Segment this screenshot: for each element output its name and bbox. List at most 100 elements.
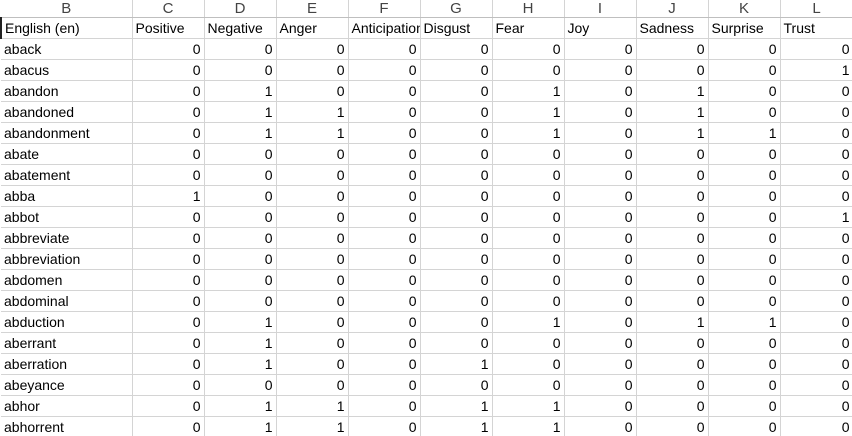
header-cell[interactable]: Disgust (420, 17, 493, 39)
value-cell[interactable]: 0 (636, 38, 709, 60)
header-cell[interactable]: Anger (276, 17, 349, 39)
value-cell[interactable]: 0 (492, 290, 565, 312)
value-cell[interactable]: 0 (204, 59, 277, 81)
value-cell[interactable]: 1 (636, 311, 709, 333)
value-cell[interactable]: 0 (708, 185, 781, 207)
value-cell[interactable]: 0 (636, 143, 709, 165)
value-cell[interactable]: 0 (348, 416, 421, 436)
value-cell[interactable]: 0 (420, 143, 493, 165)
value-cell[interactable]: 0 (636, 353, 709, 375)
value-cell[interactable]: 0 (636, 185, 709, 207)
column-header-e[interactable]: E (276, 0, 349, 18)
value-cell[interactable]: 0 (420, 227, 493, 249)
value-cell[interactable]: 0 (780, 227, 852, 249)
header-cell[interactable]: Sadness (636, 17, 709, 39)
value-cell[interactable]: 0 (132, 311, 205, 333)
value-cell[interactable]: 0 (780, 395, 852, 417)
value-cell[interactable]: 0 (276, 164, 349, 186)
header-cell[interactable]: Trust (780, 17, 852, 39)
value-cell[interactable]: 0 (420, 164, 493, 186)
value-cell[interactable]: 0 (636, 290, 709, 312)
value-cell[interactable]: 1 (492, 416, 565, 436)
word-cell[interactable]: abbot (1, 206, 133, 228)
value-cell[interactable]: 0 (708, 206, 781, 228)
value-cell[interactable]: 0 (780, 122, 852, 144)
value-cell[interactable]: 0 (708, 80, 781, 102)
value-cell[interactable]: 0 (492, 248, 565, 270)
value-cell[interactable]: 0 (132, 290, 205, 312)
value-cell[interactable]: 0 (780, 374, 852, 396)
value-cell[interactable]: 0 (132, 206, 205, 228)
value-cell[interactable]: 0 (276, 311, 349, 333)
word-cell[interactable]: abatement (1, 164, 133, 186)
value-cell[interactable]: 0 (420, 59, 493, 81)
value-cell[interactable]: 0 (132, 122, 205, 144)
value-cell[interactable]: 1 (204, 416, 277, 436)
value-cell[interactable]: 1 (708, 311, 781, 333)
value-cell[interactable]: 0 (276, 248, 349, 270)
value-cell[interactable]: 0 (636, 395, 709, 417)
value-cell[interactable]: 0 (204, 248, 277, 270)
value-cell[interactable]: 0 (780, 185, 852, 207)
value-cell[interactable]: 0 (780, 248, 852, 270)
value-cell[interactable]: 0 (420, 80, 493, 102)
value-cell[interactable]: 0 (132, 164, 205, 186)
value-cell[interactable]: 0 (132, 395, 205, 417)
word-cell[interactable]: aback (1, 38, 133, 60)
value-cell[interactable]: 0 (348, 374, 421, 396)
value-cell[interactable]: 0 (276, 206, 349, 228)
value-cell[interactable]: 0 (636, 269, 709, 291)
value-cell[interactable]: 0 (348, 80, 421, 102)
value-cell[interactable]: 0 (492, 353, 565, 375)
value-cell[interactable]: 0 (708, 353, 781, 375)
value-cell[interactable]: 1 (204, 311, 277, 333)
value-cell[interactable]: 1 (492, 395, 565, 417)
value-cell[interactable]: 0 (636, 332, 709, 354)
value-cell[interactable]: 0 (780, 269, 852, 291)
value-cell[interactable]: 0 (276, 332, 349, 354)
word-cell[interactable]: abbreviate (1, 227, 133, 249)
word-cell[interactable]: abandon (1, 80, 133, 102)
value-cell[interactable]: 0 (348, 332, 421, 354)
value-cell[interactable]: 0 (636, 206, 709, 228)
value-cell[interactable]: 0 (132, 248, 205, 270)
value-cell[interactable]: 1 (708, 122, 781, 144)
value-cell[interactable]: 0 (276, 290, 349, 312)
value-cell[interactable]: 1 (204, 101, 277, 123)
value-cell[interactable]: 0 (348, 206, 421, 228)
header-cell[interactable]: Joy (564, 17, 637, 39)
value-cell[interactable]: 1 (420, 395, 493, 417)
value-cell[interactable]: 0 (348, 122, 421, 144)
column-header-d[interactable]: D (204, 0, 277, 18)
word-cell[interactable]: abbreviation (1, 248, 133, 270)
value-cell[interactable]: 0 (564, 122, 637, 144)
value-cell[interactable]: 0 (708, 101, 781, 123)
value-cell[interactable]: 0 (780, 101, 852, 123)
value-cell[interactable]: 0 (564, 248, 637, 270)
column-header-j[interactable]: J (636, 0, 709, 18)
value-cell[interactable]: 1 (492, 101, 565, 123)
word-cell[interactable]: aberrant (1, 332, 133, 354)
column-header-g[interactable]: G (420, 0, 493, 18)
value-cell[interactable]: 0 (132, 353, 205, 375)
column-header-l[interactable]: L (780, 0, 852, 18)
value-cell[interactable]: 0 (564, 38, 637, 60)
value-cell[interactable]: 0 (780, 164, 852, 186)
value-cell[interactable]: 0 (564, 143, 637, 165)
value-cell[interactable]: 0 (708, 416, 781, 436)
value-cell[interactable]: 0 (132, 332, 205, 354)
value-cell[interactable]: 0 (348, 311, 421, 333)
value-cell[interactable]: 1 (492, 122, 565, 144)
value-cell[interactable]: 0 (636, 59, 709, 81)
value-cell[interactable]: 0 (132, 101, 205, 123)
value-cell[interactable]: 0 (420, 38, 493, 60)
value-cell[interactable]: 1 (780, 59, 852, 81)
column-header-b[interactable]: B (1, 0, 133, 18)
value-cell[interactable]: 0 (420, 122, 493, 144)
column-header-f[interactable]: F (348, 0, 421, 18)
value-cell[interactable]: 0 (420, 248, 493, 270)
value-cell[interactable]: 0 (420, 206, 493, 228)
value-cell[interactable]: 0 (492, 59, 565, 81)
value-cell[interactable]: 0 (708, 143, 781, 165)
word-cell[interactable]: abeyance (1, 374, 133, 396)
